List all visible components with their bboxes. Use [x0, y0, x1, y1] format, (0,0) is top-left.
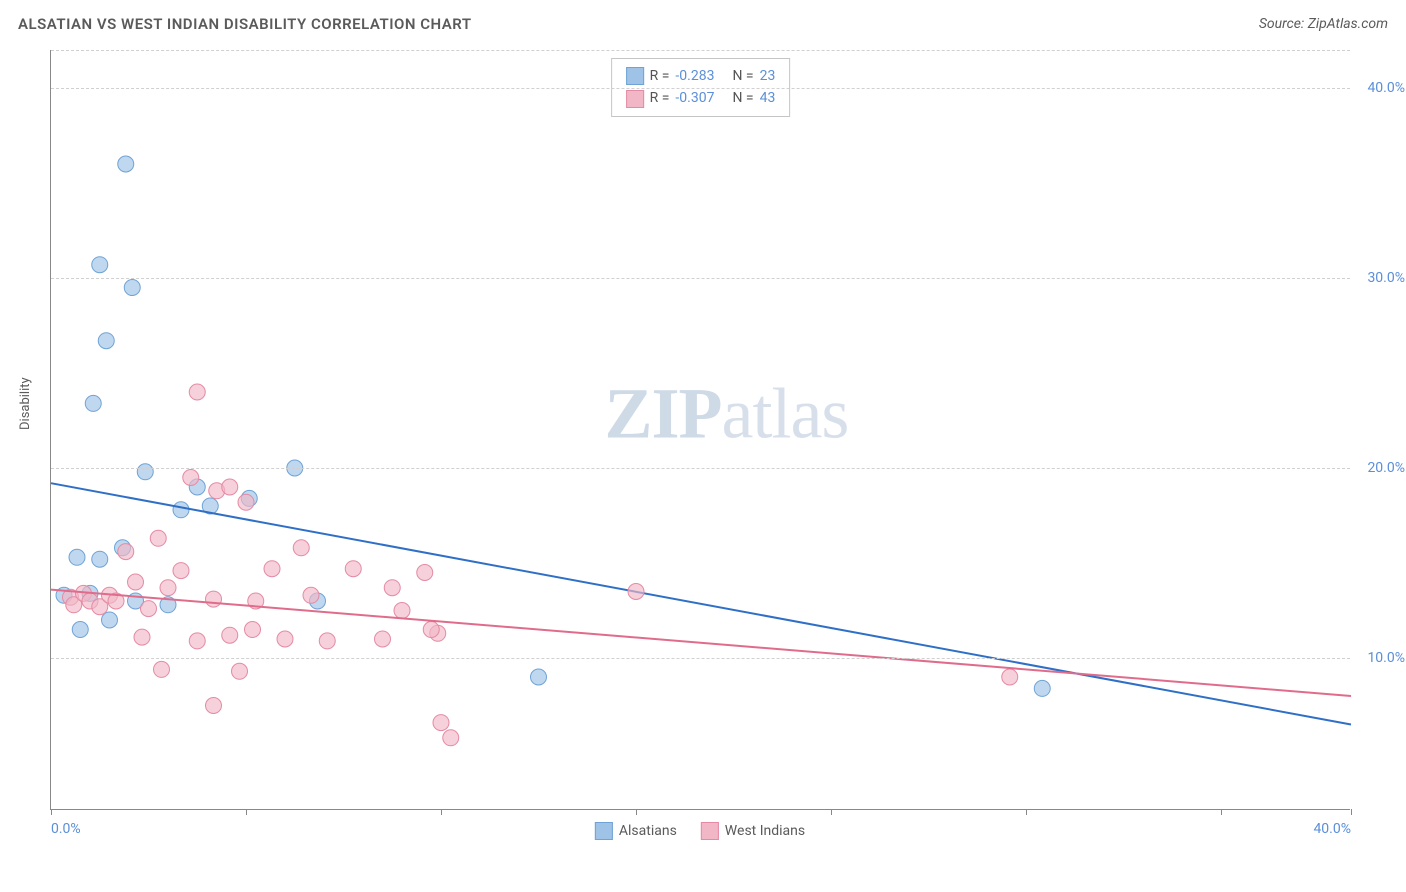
chart-header: ALSATIAN VS WEST INDIAN DISABILITY CORRE… — [18, 15, 1388, 33]
scatter-point — [69, 549, 85, 565]
scatter-point — [384, 580, 400, 596]
legend-r-value: -0.307 — [675, 87, 714, 109]
scatter-point — [118, 156, 134, 172]
gridline — [51, 88, 1350, 89]
scatter-point — [137, 464, 153, 480]
gridline — [51, 278, 1350, 279]
scatter-point — [277, 631, 293, 647]
scatter-point — [423, 622, 439, 638]
y-tick-label: 20.0% — [1367, 460, 1405, 476]
scatter-point — [72, 622, 88, 638]
scatter-point — [124, 280, 140, 296]
scatter-point — [189, 633, 205, 649]
y-axis-label: Disability — [18, 377, 33, 430]
legend-r-value: -0.283 — [675, 65, 714, 87]
scatter-point — [531, 669, 547, 685]
x-tick-label: 40.0% — [1313, 821, 1351, 837]
chart-source: Source: ZipAtlas.com — [1259, 16, 1388, 32]
trend-line — [51, 590, 1351, 696]
scatter-point — [141, 601, 157, 617]
legend-row: R = -0.307 N = 43 — [626, 87, 776, 109]
y-tick-label: 10.0% — [1367, 650, 1405, 666]
scatter-point — [92, 551, 108, 567]
legend-row: R = -0.283 N = 23 — [626, 65, 776, 87]
scatter-point — [128, 574, 144, 590]
scatter-point — [98, 333, 114, 349]
bottom-legend-label: Alsatians — [619, 823, 677, 839]
scatter-point — [375, 631, 391, 647]
legend-r-label: R = — [650, 65, 670, 87]
x-tick — [636, 809, 637, 815]
bottom-legend-label: West Indians — [725, 823, 805, 839]
scatter-point — [394, 603, 410, 619]
legend-swatch — [701, 822, 719, 840]
chart-area: ZIPatlas R = -0.283N = 23R = -0.307N = 4… — [50, 50, 1350, 810]
scatter-point — [160, 580, 176, 596]
scatter-point — [118, 544, 134, 560]
x-tick — [1351, 809, 1352, 815]
x-tick — [1221, 809, 1222, 815]
legend-n-label: N = — [732, 65, 753, 87]
bottom-legend: Alsatians West Indians — [595, 822, 805, 840]
bottom-legend-item: West Indians — [701, 822, 805, 840]
gridline — [51, 658, 1350, 659]
scatter-point — [443, 730, 459, 746]
gridline — [51, 50, 1350, 51]
scatter-point — [150, 530, 166, 546]
x-tick — [51, 809, 52, 815]
scatter-point — [102, 612, 118, 628]
x-tick — [831, 809, 832, 815]
scatter-point — [206, 591, 222, 607]
scatter-point — [303, 587, 319, 603]
scatter-point — [183, 470, 199, 486]
scatter-point — [173, 563, 189, 579]
scatter-point — [417, 565, 433, 581]
scatter-point — [293, 540, 309, 556]
x-tick-label: 0.0% — [51, 821, 81, 837]
legend-swatch — [626, 90, 644, 108]
scatter-point — [206, 698, 222, 714]
scatter-point — [222, 627, 238, 643]
scatter-point — [345, 561, 361, 577]
plot-svg — [51, 50, 1350, 809]
scatter-point — [232, 663, 248, 679]
x-tick — [441, 809, 442, 815]
legend-swatch — [595, 822, 613, 840]
trend-line — [51, 483, 1351, 724]
scatter-point — [433, 715, 449, 731]
scatter-point — [154, 661, 170, 677]
x-tick — [246, 809, 247, 815]
chart-title: ALSATIAN VS WEST INDIAN DISABILITY CORRE… — [18, 15, 472, 33]
scatter-point — [92, 257, 108, 273]
scatter-point — [319, 633, 335, 649]
scatter-point — [245, 622, 261, 638]
legend-n-value: 43 — [760, 87, 776, 109]
legend-swatch — [626, 67, 644, 85]
scatter-point — [1002, 669, 1018, 685]
scatter-point — [134, 629, 150, 645]
scatter-point — [264, 561, 280, 577]
scatter-point — [173, 502, 189, 518]
gridline — [51, 468, 1350, 469]
y-tick-label: 40.0% — [1367, 80, 1405, 96]
scatter-point — [628, 584, 644, 600]
x-tick — [1026, 809, 1027, 815]
y-tick-label: 30.0% — [1367, 270, 1405, 286]
scatter-point — [189, 384, 205, 400]
scatter-point — [238, 494, 254, 510]
scatter-point — [1034, 680, 1050, 696]
scatter-point — [222, 479, 238, 495]
legend-n-label: N = — [732, 87, 753, 109]
legend-n-value: 23 — [760, 65, 776, 87]
legend-r-label: R = — [650, 87, 670, 109]
scatter-point — [85, 395, 101, 411]
plot-area: ZIPatlas R = -0.283N = 23R = -0.307N = 4… — [50, 50, 1350, 810]
bottom-legend-item: Alsatians — [595, 822, 677, 840]
